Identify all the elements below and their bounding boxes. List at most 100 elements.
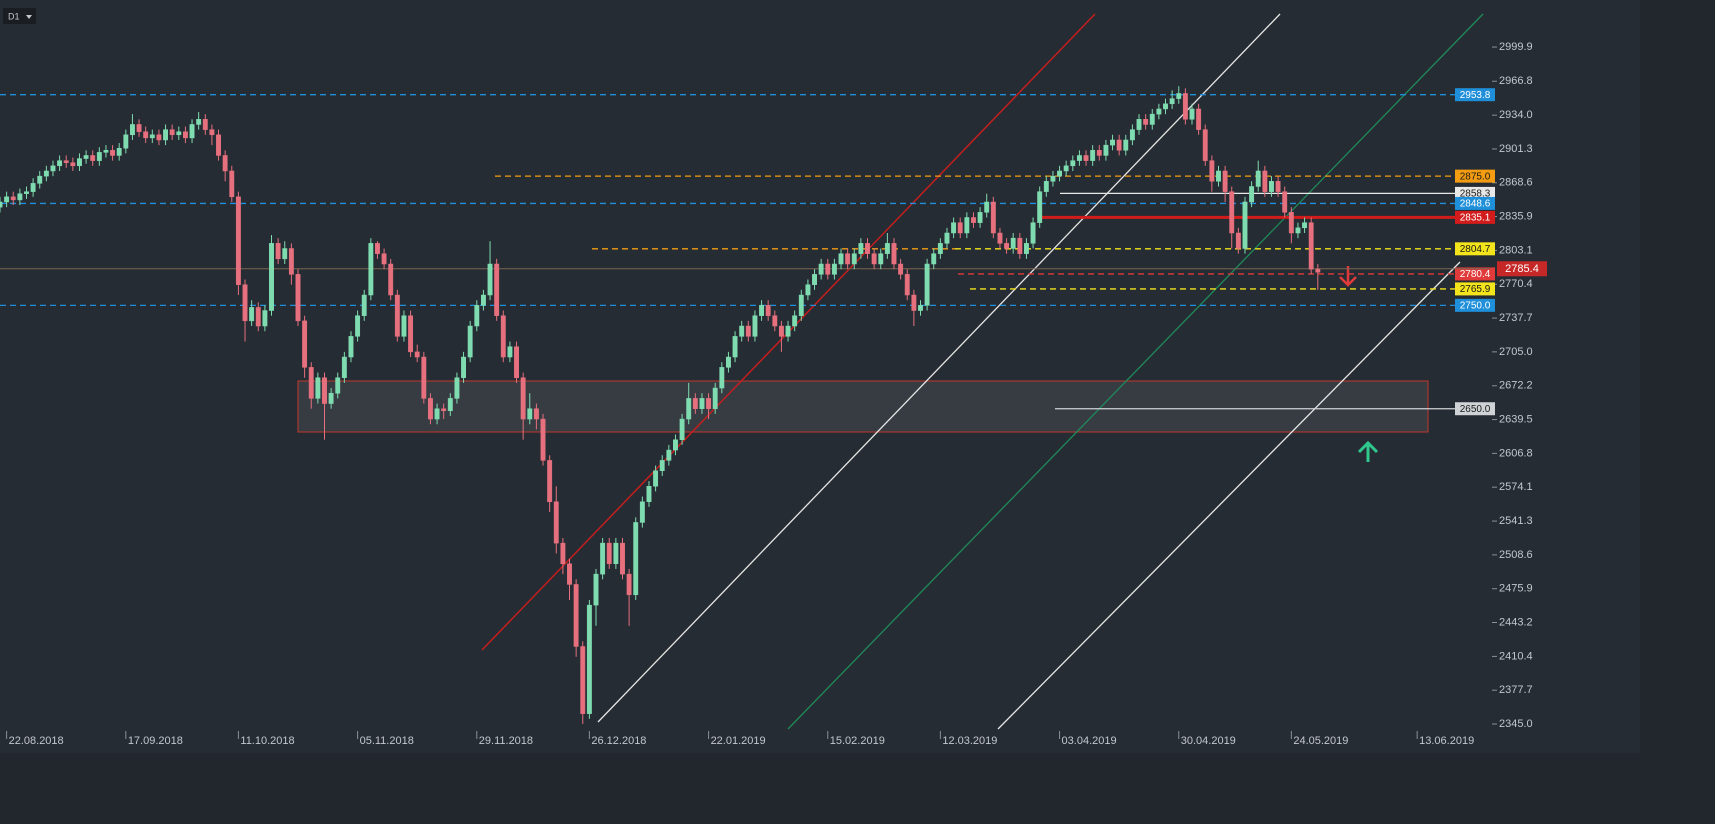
candle-body (851, 253, 857, 265)
y-tick-label: 2803.1 (1499, 244, 1533, 256)
candle-body (1050, 175, 1056, 182)
candle-body (1070, 160, 1076, 167)
candle-body (461, 356, 467, 378)
level-label: 2750.0 (1460, 300, 1491, 311)
candle-body (275, 243, 281, 260)
candle-body (759, 305, 765, 316)
x-tick-label: 11.10.2018 (240, 735, 294, 747)
candle-body (937, 243, 943, 254)
candle-body (931, 253, 937, 265)
candle-body (732, 336, 738, 358)
candle-body (1163, 103, 1168, 110)
candle-body (884, 243, 890, 254)
candle-body (375, 243, 380, 254)
candle-body (1275, 181, 1281, 192)
y-tick-label: 2672.2 (1499, 380, 1533, 392)
candle-body (1149, 113, 1155, 125)
candle-body (262, 310, 268, 327)
y-tick-label: 2737.7 (1499, 312, 1533, 324)
y-tick-label: 2705.0 (1499, 346, 1533, 358)
x-tick-label: 12.03.2019 (942, 735, 997, 747)
candle-body (216, 134, 221, 156)
candle-body (785, 325, 791, 337)
candle-body (1262, 170, 1268, 192)
candle-body (361, 294, 367, 316)
candle-body (474, 305, 480, 327)
candle-body (1255, 170, 1261, 187)
candle-body (1103, 144, 1109, 156)
candle-body (1156, 108, 1162, 115)
zone-box (297, 380, 1429, 433)
candle-body (553, 501, 559, 544)
y-tick-label: 2377.7 (1499, 684, 1533, 696)
candle-body (1242, 201, 1248, 249)
candle-body (831, 263, 837, 275)
y-tick-label: 2345.0 (1499, 718, 1533, 730)
candle-body (467, 325, 473, 358)
candle-body (1004, 243, 1010, 249)
x-tick-label: 24.05.2019 (1293, 735, 1348, 747)
candle-body (434, 408, 440, 420)
candle-body (845, 253, 851, 265)
x-tick-label: 22.08.2018 (9, 735, 64, 747)
candle-body (83, 155, 89, 159)
y-tick-label: 2934.0 (1499, 109, 1533, 121)
candle-body (1129, 129, 1135, 141)
candle-body (156, 134, 162, 141)
candle-body (1043, 181, 1049, 192)
timeframe-selector[interactable]: D1 (3, 8, 36, 24)
candle-body (573, 584, 579, 647)
level-label: 2650.0 (1460, 404, 1491, 415)
candle-body (255, 307, 261, 327)
candle-body (686, 398, 692, 420)
candle-body (1229, 191, 1235, 234)
candle-body (322, 377, 327, 404)
y-tick-label: 2541.3 (1499, 515, 1533, 527)
candle-body (421, 356, 427, 399)
candle-body (368, 243, 374, 296)
candle-body (63, 160, 69, 163)
candle-body (189, 124, 195, 139)
candle-body (30, 183, 36, 192)
candle-body (507, 346, 513, 358)
candle-body (24, 191, 29, 194)
candle-body (37, 175, 43, 184)
level-label-box (1455, 242, 1495, 256)
candle-body (308, 367, 314, 399)
candle-body (315, 377, 321, 399)
candle-body (1189, 108, 1195, 120)
candle-body (17, 193, 23, 201)
level-label: 2835.1 (1460, 213, 1491, 224)
candle-body (527, 408, 533, 420)
candle-body (540, 418, 546, 461)
level-label: 2848.6 (1460, 199, 1491, 210)
y-tick-label: 2999.9 (1499, 41, 1533, 53)
candle-body (123, 134, 129, 149)
dropdown-arrow[interactable] (26, 15, 32, 19)
candle-body (1202, 129, 1208, 161)
drawings (297, 13, 1484, 730)
candle-body (0, 201, 3, 208)
candle-body (163, 129, 169, 141)
candle-body (586, 604, 592, 714)
candle-body (520, 377, 526, 420)
candle-body (335, 377, 341, 394)
candle-body (812, 274, 817, 285)
up-arrow (1357, 440, 1379, 462)
timeframe-box[interactable] (3, 8, 36, 24)
candle-body (222, 155, 228, 172)
candles (0, 86, 1321, 725)
candle-body (1216, 170, 1221, 182)
candle-body (719, 367, 725, 389)
candle-body (951, 222, 957, 234)
candle-body (772, 315, 778, 327)
current-price-box (1497, 261, 1547, 277)
timeframe-label[interactable]: D1 (8, 11, 20, 21)
candle-body (169, 129, 175, 136)
candle-body (1308, 222, 1314, 270)
candle-body (447, 398, 453, 412)
candle-body (43, 170, 49, 177)
candle-body (229, 170, 235, 198)
candle-body (871, 253, 877, 265)
